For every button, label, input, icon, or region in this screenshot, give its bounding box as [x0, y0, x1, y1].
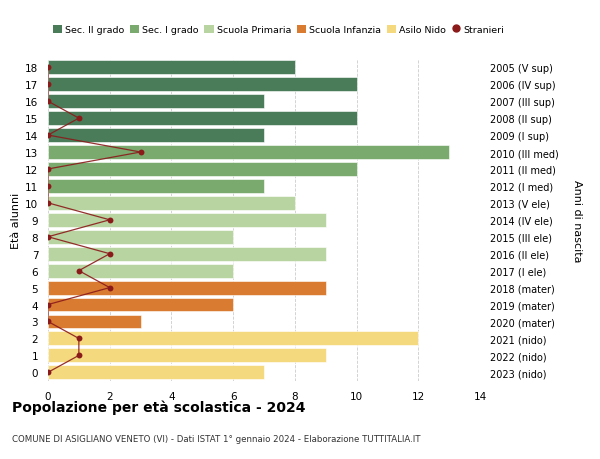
- Bar: [48, 349, 326, 363]
- Point: [74, 268, 83, 275]
- Point: [43, 64, 53, 72]
- Text: Popolazione per età scolastica - 2024: Popolazione per età scolastica - 2024: [12, 399, 305, 414]
- Bar: [48, 365, 264, 380]
- Point: [43, 183, 53, 190]
- Point: [43, 301, 53, 308]
- Bar: [48, 95, 264, 109]
- Legend: Sec. II grado, Sec. I grado, Scuola Primaria, Scuola Infanzia, Asilo Nido, Stran: Sec. II grado, Sec. I grado, Scuola Prim…: [53, 26, 505, 35]
- Point: [43, 318, 53, 325]
- Bar: [48, 298, 233, 312]
- Point: [43, 369, 53, 376]
- Bar: [48, 281, 326, 295]
- Bar: [48, 315, 140, 329]
- Bar: [48, 61, 295, 75]
- Bar: [48, 332, 418, 346]
- Bar: [48, 179, 264, 193]
- Bar: [48, 247, 326, 261]
- Point: [105, 251, 115, 258]
- Bar: [48, 146, 449, 160]
- Text: COMUNE DI ASIGLIANO VENETO (VI) - Dati ISTAT 1° gennaio 2024 - Elaborazione TUTT: COMUNE DI ASIGLIANO VENETO (VI) - Dati I…: [12, 434, 421, 443]
- Bar: [48, 264, 233, 278]
- Point: [74, 115, 83, 123]
- Point: [43, 234, 53, 241]
- Point: [43, 81, 53, 89]
- Bar: [48, 78, 356, 92]
- Point: [43, 166, 53, 173]
- Point: [105, 284, 115, 291]
- Point: [136, 149, 145, 157]
- Y-axis label: Età alunni: Età alunni: [11, 192, 21, 248]
- Point: [43, 98, 53, 106]
- Bar: [48, 213, 326, 227]
- Bar: [48, 162, 356, 177]
- Bar: [48, 112, 356, 126]
- Y-axis label: Anni di nascita: Anni di nascita: [572, 179, 583, 262]
- Bar: [48, 230, 233, 244]
- Bar: [48, 196, 295, 210]
- Bar: [48, 129, 264, 143]
- Point: [74, 352, 83, 359]
- Point: [74, 335, 83, 342]
- Point: [43, 200, 53, 207]
- Point: [105, 217, 115, 224]
- Point: [43, 132, 53, 140]
